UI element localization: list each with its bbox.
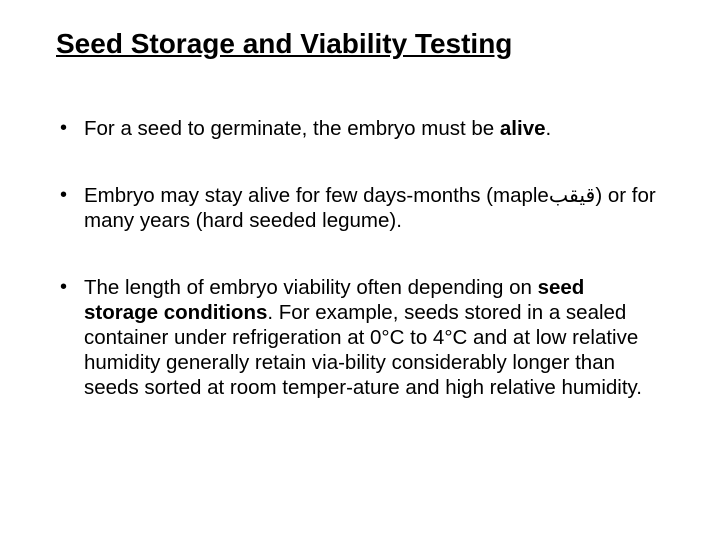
bullet-text-post: .: [546, 117, 552, 140]
slide: Seed Storage and Viability Testing For a…: [0, 0, 720, 540]
bullet-text-pre: For a seed to germinate, the embryo must…: [84, 117, 500, 140]
bullet-text-pre: Embryo may stay alive for few days-month…: [84, 184, 656, 232]
page-title: Seed Storage and Viability Testing: [56, 28, 664, 60]
list-item: For a seed to germinate, the embryo must…: [56, 116, 664, 141]
bullet-list: For a seed to germinate, the embryo must…: [56, 116, 664, 400]
bullet-text-bold: alive: [500, 117, 546, 140]
list-item: Embryo may stay alive for few days-month…: [56, 183, 664, 233]
list-item: The length of embryo viability often dep…: [56, 275, 664, 400]
bullet-text-pre: The length of embryo viability often dep…: [84, 276, 538, 299]
